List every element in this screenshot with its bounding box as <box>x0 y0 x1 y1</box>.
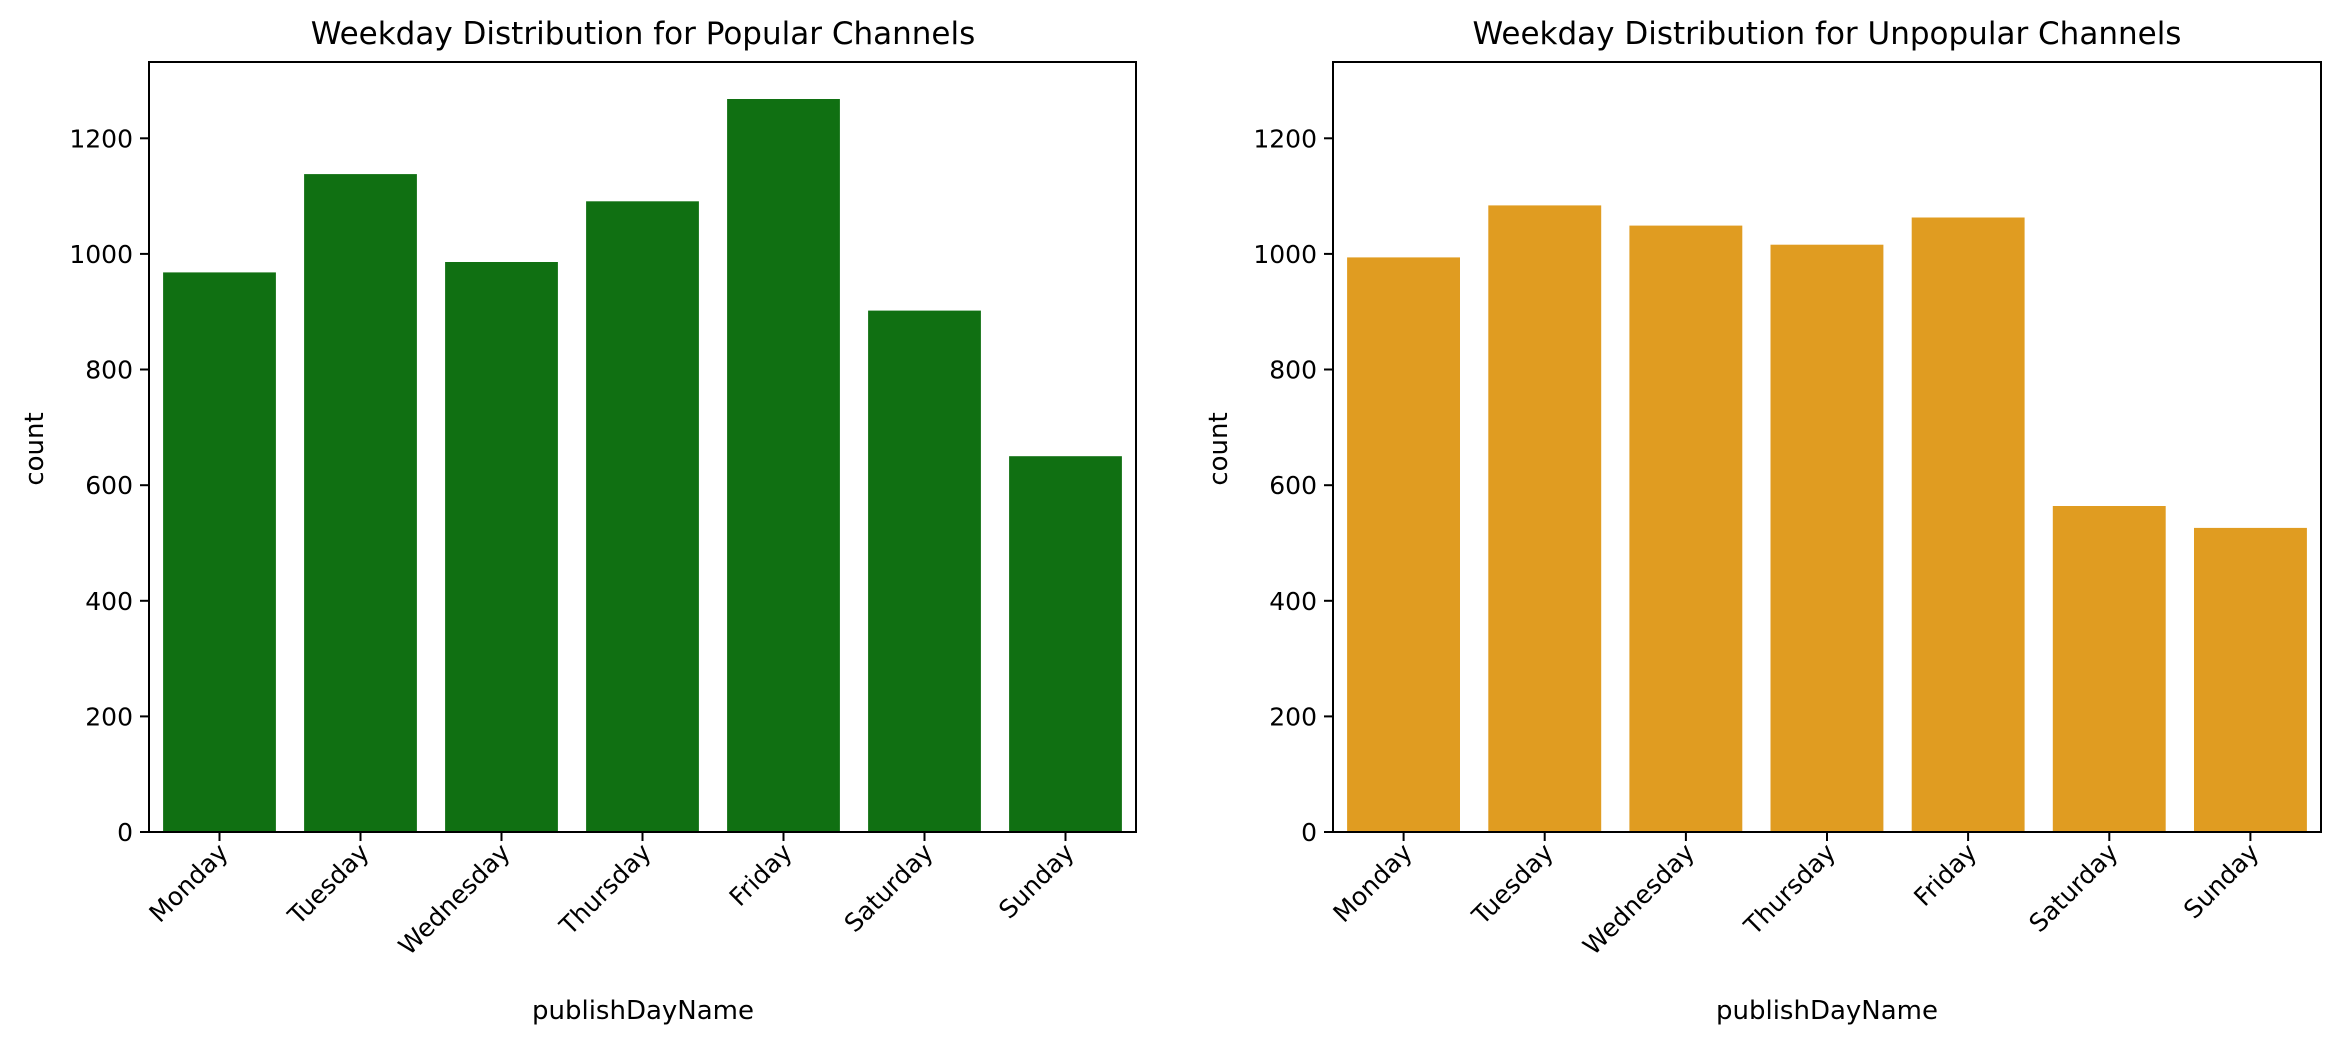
y-tick-label: 0 <box>1301 818 1317 847</box>
x-axis-label: publishDayName <box>532 996 754 1026</box>
y-axis-label: count <box>20 412 50 485</box>
x-tick-label: Monday <box>1328 838 1418 928</box>
chart-title: Weekday Distribution for Popular Channel… <box>311 16 976 52</box>
y-tick-label: 1200 <box>69 124 133 153</box>
unpopular-channels-chart: Weekday Distribution for Unpopular Chann… <box>1204 16 2322 1026</box>
bar-thursday <box>1770 244 1884 832</box>
x-tick-label: Wednesday <box>1577 838 1700 961</box>
popular-channels-chart: Weekday Distribution for Popular Channel… <box>20 16 1137 1026</box>
bar-monday <box>1347 257 1460 832</box>
bars <box>163 99 1122 833</box>
x-tick-label: Tuesday <box>282 838 375 931</box>
x-tick-label: Friday <box>1908 838 1982 912</box>
y-tick-label: 400 <box>1269 587 1317 616</box>
x-tick-label: Saturday <box>2023 838 2123 938</box>
bar-thursday <box>586 201 699 833</box>
y-tick-label: 200 <box>85 702 133 731</box>
y-tick-label: 1000 <box>1253 240 1317 269</box>
bars <box>1347 205 2307 833</box>
y-ticks: 0 200 400 600 800 1000 1200 <box>1253 124 1333 847</box>
y-axis-label: count <box>1204 412 1234 485</box>
x-tick-label: Tuesday <box>1466 838 1559 931</box>
y-tick-label: 0 <box>117 818 133 847</box>
bar-wednesday <box>445 262 558 832</box>
plot-frame <box>148 61 1137 833</box>
x-tick-label: Friday <box>724 838 798 912</box>
x-tick-label: Thursday <box>1738 838 1842 942</box>
bar-sunday <box>1009 456 1122 832</box>
x-tick-label: Wednesday <box>393 838 516 961</box>
y-tick-label: 1200 <box>1253 124 1317 153</box>
y-tick-label: 400 <box>85 587 133 616</box>
bar-tuesday <box>304 174 417 833</box>
y-tick-label: 800 <box>1269 356 1317 385</box>
y-tick-label: 800 <box>85 356 133 385</box>
y-tick-label: 1000 <box>69 240 133 269</box>
bar-tuesday <box>1488 205 1602 832</box>
bar-saturday <box>868 310 981 833</box>
x-tick-label: Monday <box>143 838 233 928</box>
x-tick-label: Thursday <box>553 838 657 942</box>
y-ticks: 0 200 400 600 800 1000 1200 <box>69 124 149 847</box>
bar-saturday <box>2052 506 2166 832</box>
x-tick-label: Saturday <box>839 838 939 938</box>
x-ticks: Monday Tuesday Wednesday Thursday Friday Satu… <box>143 832 1080 961</box>
bar-sunday <box>2194 527 2307 832</box>
y-tick-label: 200 <box>1269 702 1317 731</box>
y-tick-label: 600 <box>85 471 133 500</box>
bar-friday <box>727 99 840 832</box>
plot-frame <box>1332 61 2322 833</box>
x-ticks: Monday Tuesday Wednesday Thursday Friday Satu… <box>1328 832 2265 961</box>
y-tick-label: 600 <box>1269 471 1317 500</box>
bar-monday <box>163 272 276 832</box>
x-axis-label: publishDayName <box>1716 996 1938 1026</box>
x-tick-label: Sunday <box>2178 838 2265 925</box>
bar-wednesday <box>1629 225 1743 833</box>
chart-title: Weekday Distribution for Unpopular Chann… <box>1473 16 2182 52</box>
x-tick-label: Sunday <box>993 838 1080 925</box>
bar-friday <box>1911 217 2025 832</box>
